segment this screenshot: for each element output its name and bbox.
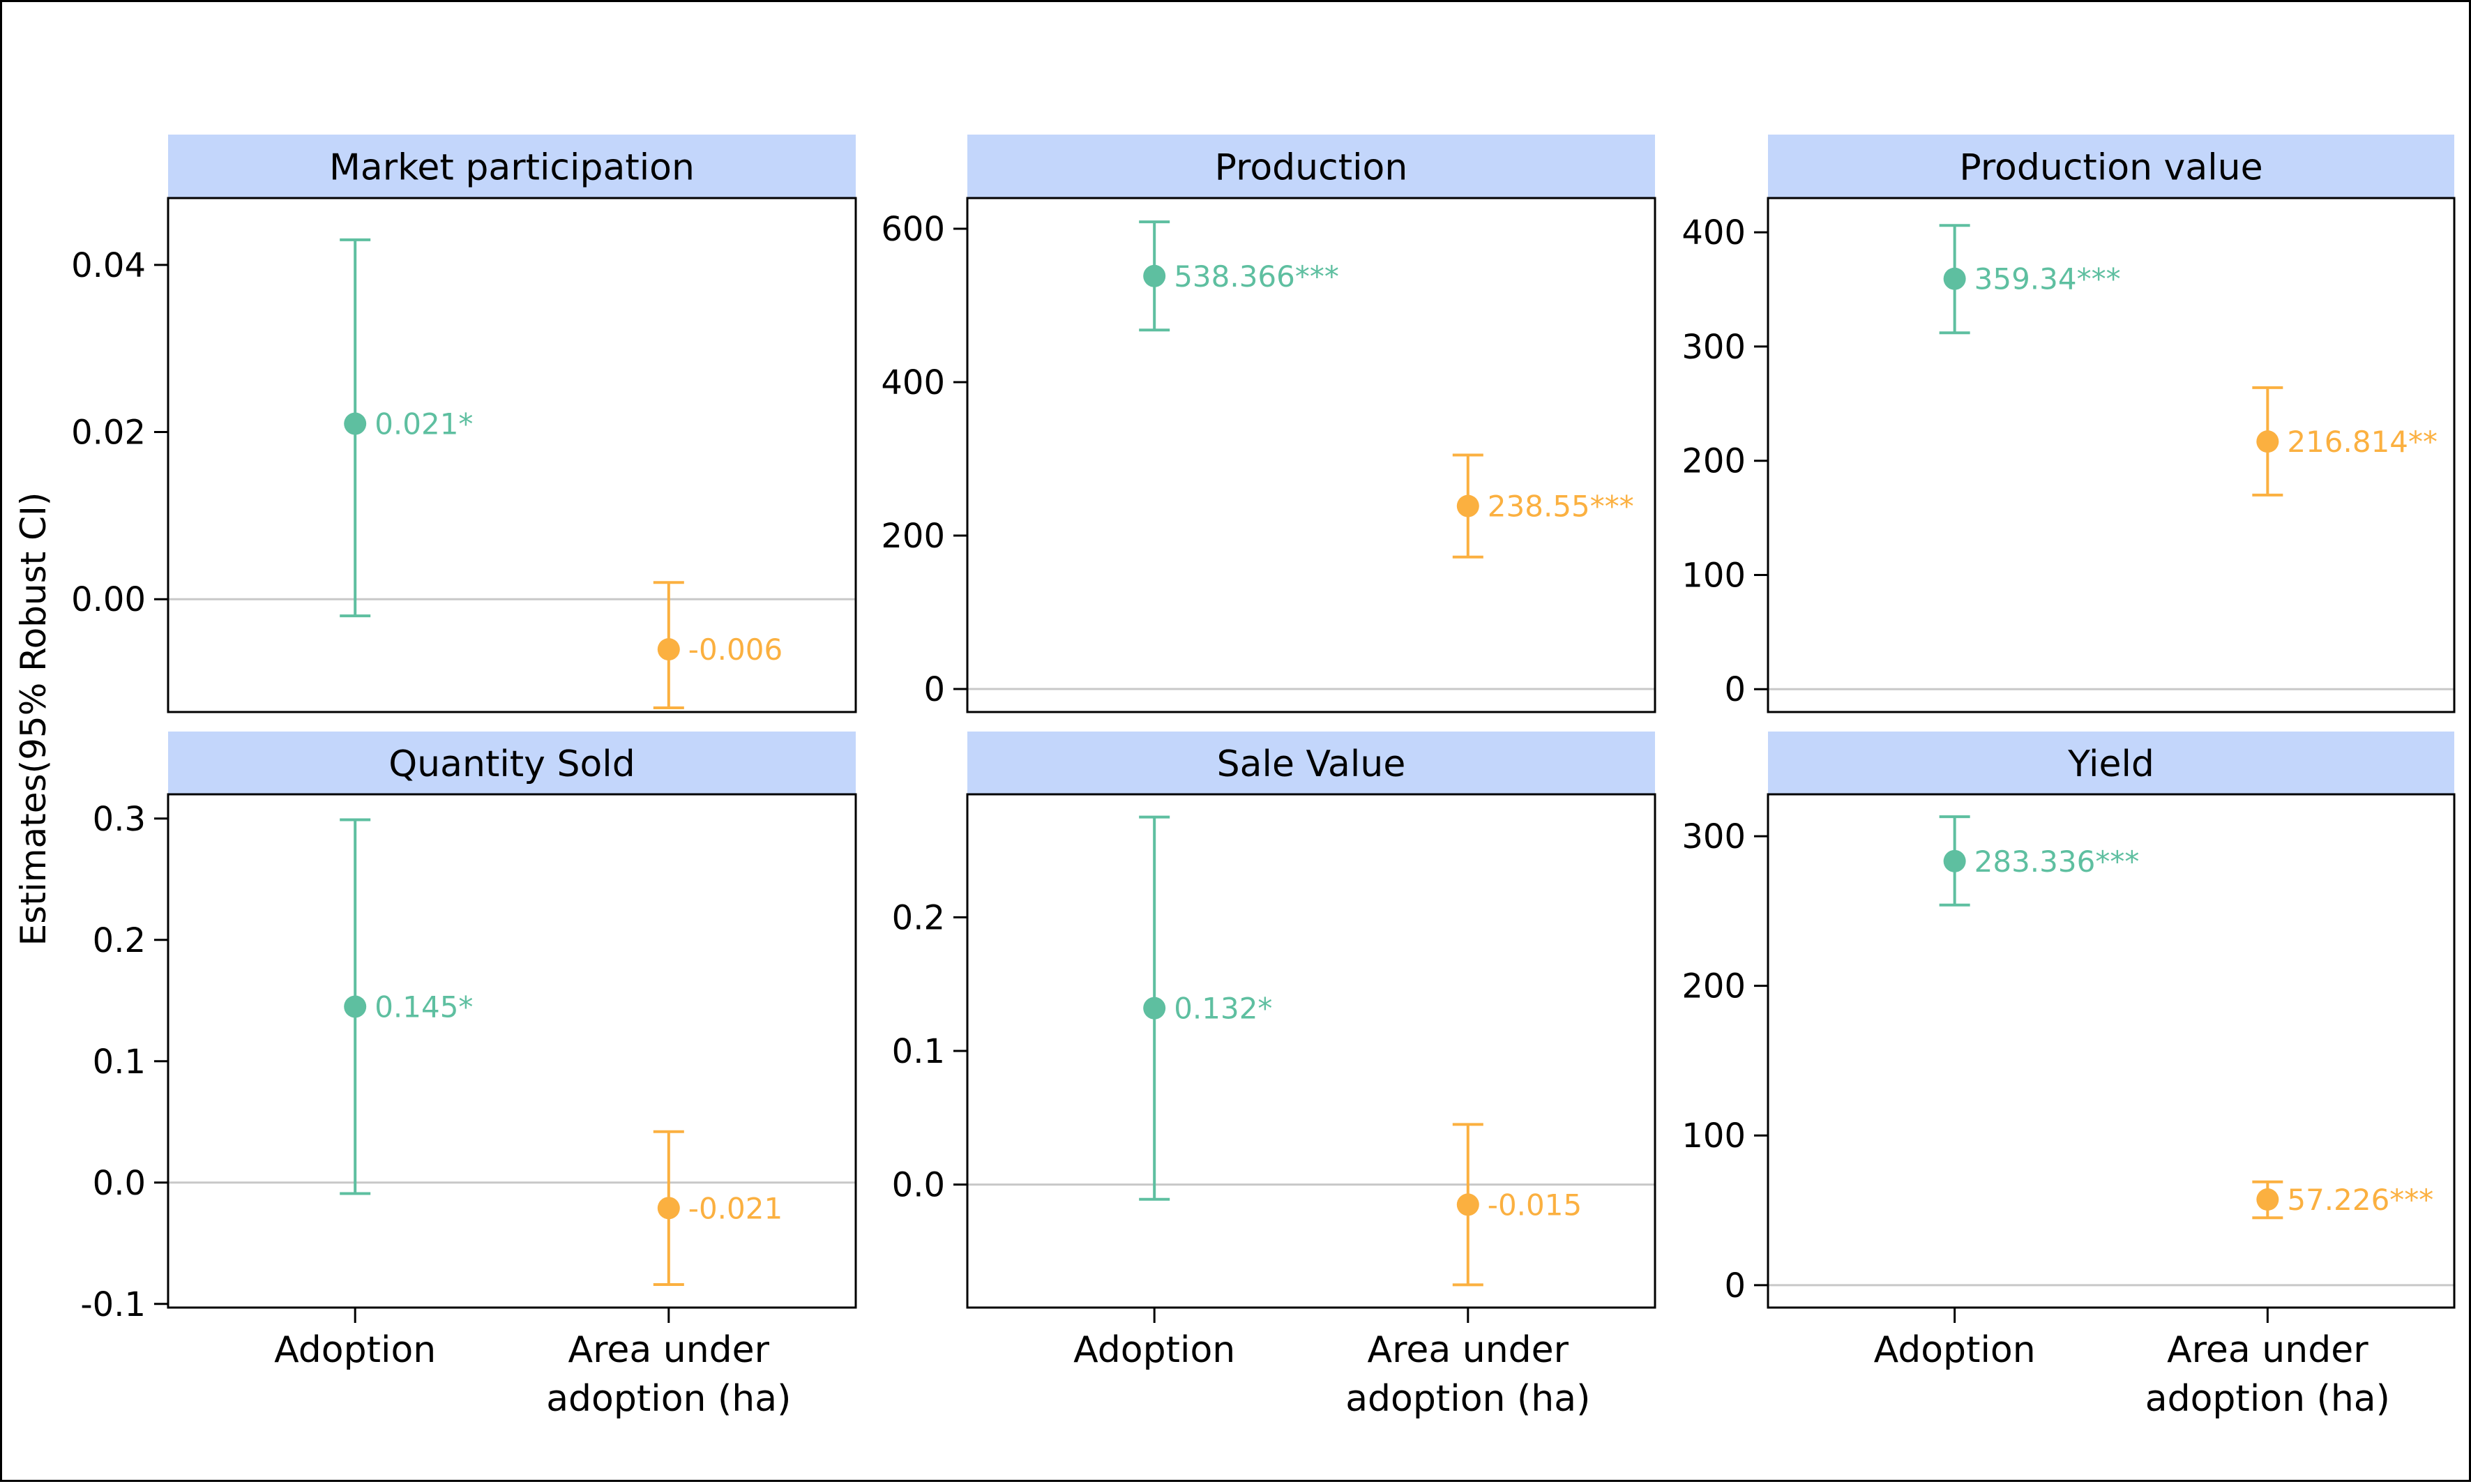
strip-sale-value bbox=[967, 732, 1655, 794]
x-tick-label: Adoption bbox=[274, 1329, 436, 1371]
estimate-point bbox=[657, 1197, 680, 1220]
x-tick-label: Adoption bbox=[1073, 1329, 1235, 1371]
estimate-point bbox=[1456, 494, 1479, 517]
estimate-label: 0.145* bbox=[375, 990, 473, 1024]
panel-title: Market participation bbox=[329, 147, 695, 189]
x-tick-label: Adoption bbox=[1874, 1329, 2036, 1371]
estimate-point bbox=[344, 995, 367, 1018]
estimate-label: 538.366*** bbox=[1174, 259, 1339, 294]
y-tick-label: 600 bbox=[881, 210, 945, 249]
x-tick-label: Area under bbox=[568, 1329, 770, 1371]
strip-yield bbox=[1768, 732, 2454, 794]
y-tick-label: 0 bbox=[923, 670, 945, 709]
y-tick-label: 100 bbox=[1682, 1116, 1746, 1156]
estimate-label: -0.021 bbox=[688, 1191, 783, 1225]
y-tick-label: 0 bbox=[1724, 1266, 1746, 1305]
strip-market-participation bbox=[168, 135, 856, 198]
estimate-point bbox=[1143, 997, 1166, 1020]
estimate-label: -0.006 bbox=[688, 633, 783, 667]
estimate-point bbox=[344, 412, 367, 435]
y-tick-label: -0.1 bbox=[80, 1285, 146, 1324]
y-tick-label: 300 bbox=[1682, 328, 1746, 367]
y-tick-label: 0.02 bbox=[71, 414, 146, 453]
y-tick-label: 0.1 bbox=[892, 1032, 945, 1071]
y-tick-label: 200 bbox=[881, 517, 945, 556]
strip-production-value bbox=[1768, 135, 2454, 198]
y-tick-label: 0.1 bbox=[93, 1043, 146, 1082]
x-tick-label: adoption (ha) bbox=[2145, 1378, 2390, 1420]
estimate-point bbox=[1943, 849, 1966, 872]
panel-frame-production bbox=[966, 197, 1656, 713]
estimate-label: 0.132* bbox=[1174, 992, 1272, 1026]
estimate-label: 359.34*** bbox=[1974, 262, 2121, 296]
x-tick-label: adoption (ha) bbox=[1345, 1378, 1590, 1420]
panel-title: Production value bbox=[1959, 147, 2262, 189]
x-tick-label: adoption (ha) bbox=[546, 1378, 791, 1420]
y-tick-label: 400 bbox=[881, 363, 945, 402]
y-tick-label: 300 bbox=[1682, 817, 1746, 856]
estimate-point bbox=[1943, 267, 1966, 290]
estimate-label: 238.55*** bbox=[1488, 490, 1634, 524]
panel-frame-quantity-sold bbox=[167, 793, 857, 1309]
estimate-point bbox=[2256, 430, 2279, 453]
y-tick-label: 0.3 bbox=[93, 800, 146, 839]
panel-title: Production bbox=[1215, 147, 1408, 189]
y-tick-label: 0 bbox=[1724, 670, 1746, 709]
strip-quantity-sold bbox=[168, 732, 856, 794]
y-tick-label: 400 bbox=[1682, 213, 1746, 252]
y-axis-label: Estimates(95% Robust CI) bbox=[13, 492, 54, 946]
estimate-label: 57.226*** bbox=[2287, 1183, 2433, 1217]
panel-frame-sale-value bbox=[966, 793, 1656, 1309]
y-tick-label: 0.00 bbox=[71, 580, 146, 619]
x-tick-label: Area under bbox=[1368, 1329, 1569, 1371]
y-tick-label: 0.2 bbox=[892, 898, 945, 937]
y-tick-label: 200 bbox=[1682, 442, 1746, 481]
strip-production bbox=[967, 135, 1655, 198]
x-tick-label: Area under bbox=[2167, 1329, 2368, 1371]
y-tick-label: 0.2 bbox=[93, 921, 146, 960]
y-tick-label: 0.0 bbox=[892, 1166, 945, 1205]
panel-frame-production-value bbox=[1767, 197, 2456, 713]
estimate-label: 0.021* bbox=[375, 407, 473, 441]
estimate-point bbox=[657, 638, 680, 661]
panel-title: Quantity Sold bbox=[388, 743, 635, 785]
y-tick-label: 0.04 bbox=[71, 246, 146, 285]
estimate-point bbox=[1456, 1193, 1479, 1216]
y-tick-label: 200 bbox=[1682, 967, 1746, 1006]
panel-title: Yield bbox=[2067, 743, 2154, 785]
estimate-label: 216.814** bbox=[2287, 425, 2438, 459]
panel-title: Sale Value bbox=[1217, 743, 1406, 785]
estimate-point bbox=[1143, 264, 1166, 287]
y-tick-label: 0.0 bbox=[93, 1164, 146, 1203]
estimate-label: 283.336*** bbox=[1974, 845, 2140, 879]
estimate-point bbox=[2256, 1188, 2279, 1211]
panel-frame-yield bbox=[1767, 793, 2456, 1309]
y-tick-label: 100 bbox=[1682, 556, 1746, 595]
estimate-label: -0.015 bbox=[1488, 1188, 1582, 1222]
panel-frame-market-participation bbox=[167, 197, 857, 713]
